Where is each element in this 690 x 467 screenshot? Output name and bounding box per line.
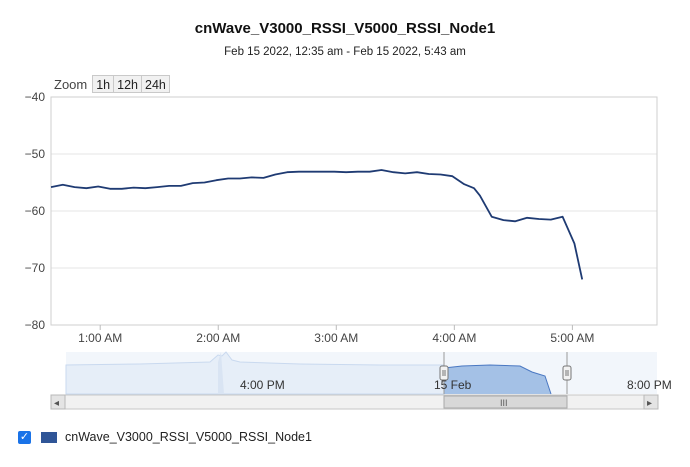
zoom-bar: Zoom 1h 12h 24h	[54, 74, 170, 94]
rssi-series-line	[50, 169, 584, 280]
scrollbar-left-button[interactable]	[50, 394, 66, 410]
scrollbar-right-button[interactable]	[643, 394, 659, 410]
x-tick-label: 4:00 AM	[432, 331, 476, 345]
legend[interactable]: ✓ cnWave_V3000_RSSI_V5000_RSSI_Node1	[18, 430, 312, 444]
y-tick-label: −70	[25, 261, 46, 275]
scrollbar[interactable]: ◂ ▸ III	[50, 394, 659, 410]
y-tick-label: −50	[25, 147, 46, 161]
chart-subtitle: Feb 15 2022, 12:35 am - Feb 15 2022, 5:4…	[224, 46, 466, 58]
zoom-24h-button[interactable]: 24h	[141, 75, 170, 93]
zoom-1h-button[interactable]: 1h	[92, 75, 115, 93]
x-tick-label: 3:00 AM	[314, 331, 358, 345]
y-axis-tick-labels: −40 −50 −60 −70 −80	[25, 90, 46, 332]
navigator-left-handle[interactable]	[439, 365, 449, 381]
scrollbar-thumb[interactable]	[443, 395, 568, 409]
x-tick-label: 2:00 AM	[196, 331, 240, 345]
plot-frame	[50, 96, 658, 326]
chart-title: cnWave_V3000_RSSI_V5000_RSSI_Node1	[194, 20, 496, 37]
y-tick-label: −40	[25, 90, 46, 104]
navigator-selected-area	[444, 365, 551, 394]
navigator-spike	[218, 352, 224, 394]
navigator-selected-line	[443, 364, 552, 395]
legend-checkbox[interactable]: ✓	[18, 430, 31, 444]
x-axis-tick-labels: 1:00 AM 2:00 AM 3:00 AM 4:00 AM 5:00 AM	[78, 325, 594, 345]
zoom-label: Zoom	[54, 76, 88, 92]
scroll-left-arrow-icon: ◂	[54, 398, 59, 409]
scroll-right-arrow-icon: ▸	[647, 398, 652, 409]
x-tick-label: 1:00 AM	[78, 331, 122, 345]
y-tick-label: −80	[25, 318, 46, 332]
navigator-right-handle[interactable]	[562, 365, 572, 381]
navigator-label-8pm: 8:00 PM	[627, 378, 672, 392]
navigator-history-area	[65, 351, 445, 395]
legend-color-swatch	[41, 431, 57, 443]
navigator[interactable]: 4:00 PM 15 Feb 8:00 PM	[51, 351, 672, 395]
zoom-12h-button[interactable]: 12h	[113, 75, 142, 93]
navigator-label-15feb: 15 Feb	[434, 378, 472, 392]
navigator-label-4pm: 4:00 PM	[240, 378, 285, 392]
x-tick-label: 5:00 AM	[550, 331, 594, 345]
scrollbar-grip: III	[500, 398, 508, 408]
chart-gridlines	[51, 96, 657, 326]
y-tick-label: −60	[25, 204, 46, 218]
legend-label[interactable]: cnWave_V3000_RSSI_V5000_RSSI_Node1	[65, 430, 312, 444]
